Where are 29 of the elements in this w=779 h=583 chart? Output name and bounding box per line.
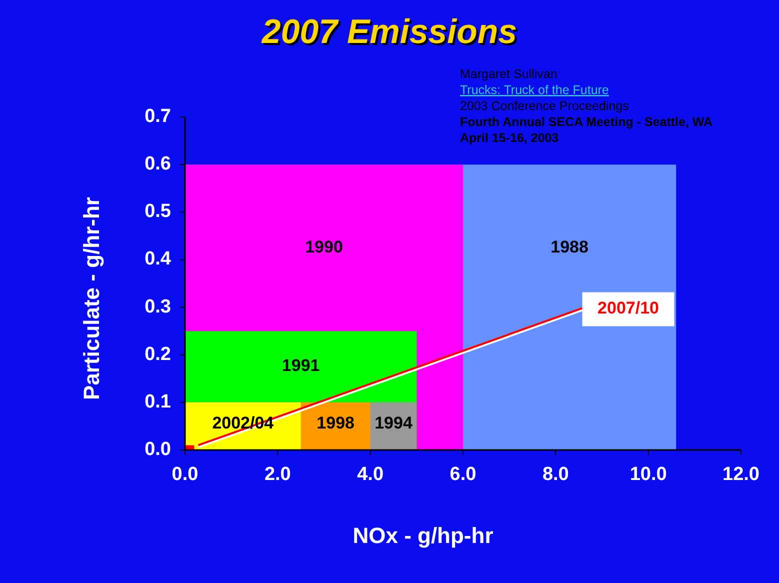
x-tick-label: 4.0	[357, 464, 384, 485]
x-tick-label: 12.0	[722, 464, 760, 485]
text: Margaret Sullivan	[460, 67, 558, 81]
x-tick-label: 10.0	[630, 464, 667, 485]
x-tick-label: 6.0	[450, 464, 476, 485]
x-axis-title: NOx - g/hp-hr	[352, 523, 494, 548]
text: Trucks: Truck of the Future	[460, 83, 609, 97]
series-label: 1991	[282, 356, 320, 376]
y-tick-label: 0.3	[144, 296, 171, 318]
y-tick-label: 0.0	[144, 439, 171, 460]
chart-title: 2007 Emissions	[262, 15, 520, 53]
y-tick-label: 0.1	[144, 391, 172, 412]
y-tick-label: 0.6	[144, 154, 171, 175]
y-tick-label: 0.5	[144, 201, 172, 222]
annotation: 2007/10	[598, 298, 659, 318]
series-label: 1994	[374, 413, 413, 432]
x-tick-label: 2.0	[264, 464, 291, 485]
text: 2003 Conference Proceedings	[460, 99, 629, 113]
series-label: 1998	[316, 413, 354, 432]
series-label: 1990	[305, 237, 343, 256]
y-tick-label: 0.7	[144, 106, 171, 128]
y-tick-label: 0.2	[144, 344, 171, 365]
annotation: Fourth Annual SECA Meeting - Seattle, WA	[460, 115, 713, 129]
y-axis-title: Particulate - g/hr-hr	[79, 196, 104, 400]
series-label: 1988	[550, 237, 588, 256]
annotation: April 15-16, 2003	[460, 131, 559, 145]
x-tick-label: 8.0	[542, 464, 569, 485]
y-tick-label: 0.4	[144, 248, 172, 270]
x-tick-label: 0.0	[172, 464, 198, 485]
